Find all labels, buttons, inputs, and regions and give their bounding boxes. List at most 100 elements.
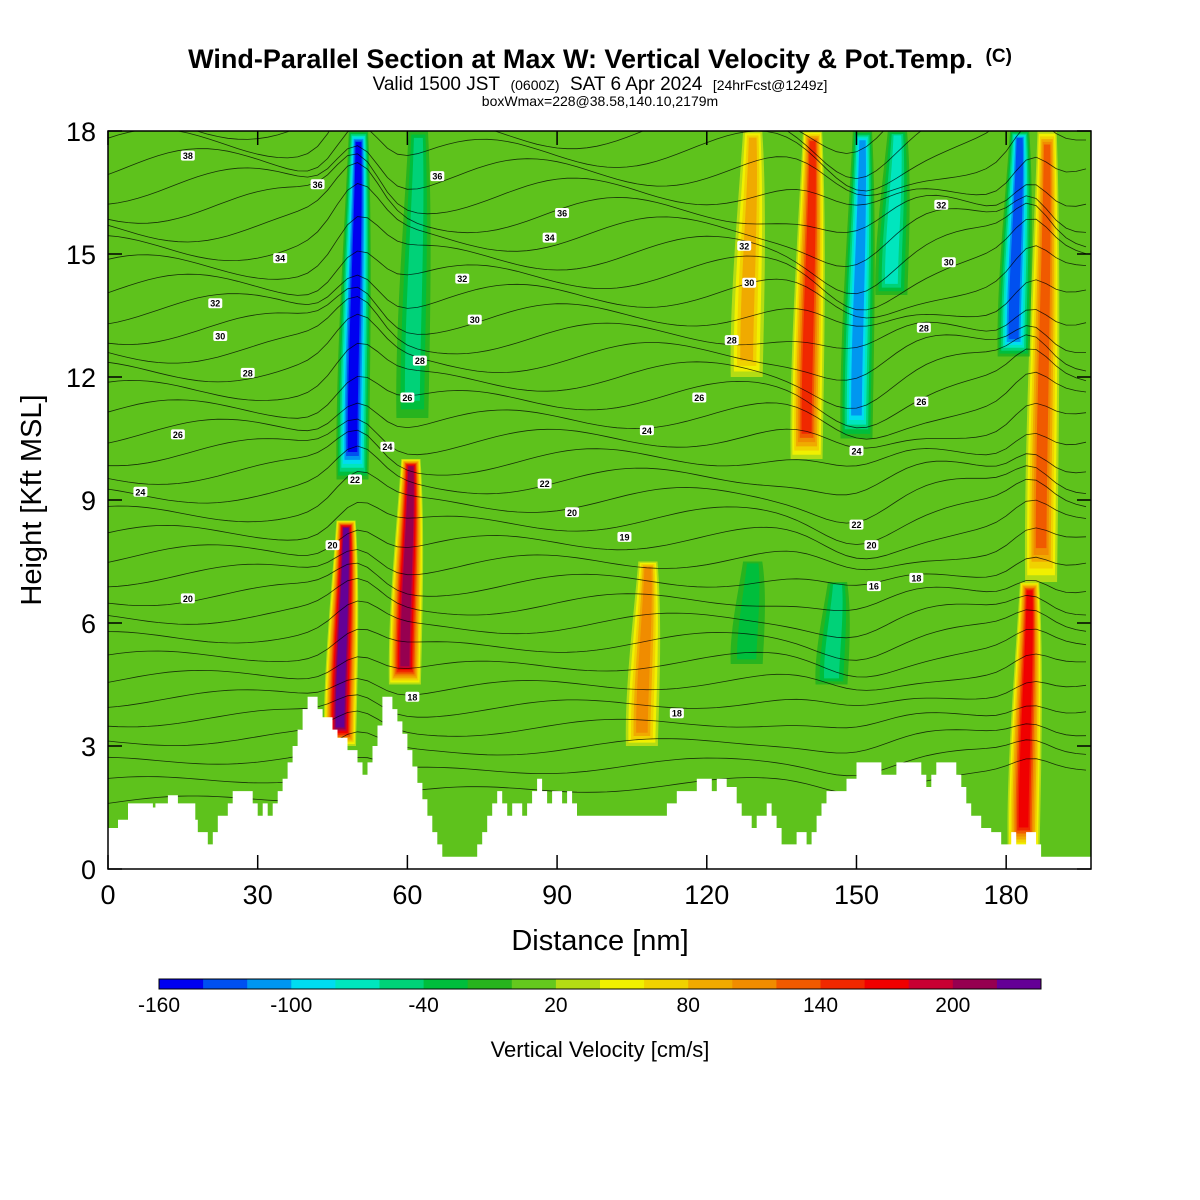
theta-contour-line (108, 653, 1086, 708)
theta-contour-line (108, 478, 1087, 545)
contour-label: 28 (916, 322, 931, 333)
colorbar-swatch (644, 979, 689, 989)
colorbar-swatch (159, 979, 204, 989)
theta-contour-line (108, 131, 922, 180)
svg-text:38: 38 (183, 151, 193, 161)
contour-label: 26 (692, 392, 707, 403)
theta-contour-line (108, 402, 1087, 467)
terrain-mask (108, 696, 1091, 869)
contour-label: 22 (347, 474, 362, 485)
velocity-band-5-7 (801, 141, 816, 434)
colorbar-swatch (379, 979, 425, 989)
contour-label: 20 (565, 507, 580, 518)
colorbar-tick-label: 140 (803, 994, 838, 1017)
theta-contour-line (108, 334, 1087, 409)
theta-contour-line (108, 723, 1087, 765)
contour-label: 24 (133, 486, 148, 497)
colorbar-swatch (864, 979, 910, 989)
svg-text:18: 18 (407, 692, 417, 702)
colorbar-swatch (820, 979, 866, 989)
theta-contour-line (108, 499, 1087, 563)
svg-text:18: 18 (911, 573, 921, 583)
colorbar-swatch (335, 979, 380, 989)
theta-contour-line (108, 131, 1086, 205)
contour-label: 20 (864, 540, 879, 551)
contour-label: 34 (542, 232, 557, 243)
plot-area: 38 36 36 36 34 34 32 32 32 32 30 30 30 30 28 28 28 28 26 26… (108, 131, 1091, 869)
svg-text:28: 28 (243, 368, 253, 378)
contour-label: 28 (724, 335, 739, 346)
colorbar-frame (158, 978, 1042, 990)
theta-contour-line (108, 429, 1087, 485)
y-tick-label: 12 (66, 363, 96, 393)
colorbar-tick-label: 200 (935, 994, 970, 1017)
velocity-band-13-2 (737, 563, 760, 660)
x-axis: 0 30 60 90 120 150 180 (100, 131, 1029, 910)
x-tick-label: 90 (542, 880, 572, 910)
contour-label: 36 (430, 171, 445, 182)
contour-label: 28 (412, 355, 427, 366)
theta-contour-line (108, 153, 1087, 224)
svg-text:20: 20 (567, 508, 577, 518)
y-tick-label: 3 (81, 732, 96, 762)
colorbar-tick-label: 20 (544, 994, 567, 1017)
chart-title: Wind-Parallel Section at Max W: Vertical… (188, 44, 1012, 74)
theta-contour-line (108, 445, 1087, 504)
colorbar-label: Vertical Velocity [cm/s] (491, 1037, 710, 1062)
svg-text:26: 26 (402, 393, 412, 403)
x-tick-label: 0 (100, 880, 115, 910)
velocity-band-7-6 (851, 140, 866, 416)
svg-text:24: 24 (851, 446, 861, 456)
chart-info-line: boxWmax=228@38.58,140.10,2179m (482, 93, 718, 109)
x-tick-label: 30 (243, 880, 273, 910)
colorbar-swatch (423, 979, 469, 989)
svg-text:32: 32 (936, 200, 946, 210)
contour-label: 36 (555, 208, 570, 219)
theta-contour-line (108, 609, 1087, 663)
theta-contours (108, 131, 1087, 804)
svg-text:22: 22 (350, 475, 360, 485)
contour-label: 24 (849, 445, 864, 456)
theta-contour-line (108, 594, 1087, 644)
colorbar-tick-label: 80 (677, 994, 700, 1017)
velocity-band-3-3 (404, 137, 424, 401)
theta-contour-line (108, 245, 1087, 325)
colorbar-swatch (555, 979, 601, 989)
x-axis-label: Distance [nm] (511, 925, 688, 957)
contour-label: 26 (400, 392, 415, 403)
theta-contour-line (108, 681, 1087, 728)
svg-text:24: 24 (382, 442, 392, 452)
contour-label: 28 (240, 367, 255, 378)
contour-label: 34 (273, 253, 288, 264)
colorbar-swatch (600, 979, 645, 989)
colorbar-swatch (996, 979, 1042, 989)
contour-label: 32 (934, 199, 949, 210)
colorbar: -160 -100 -40 20 80 140 200 (138, 978, 1042, 1017)
contour-label: 32 (208, 298, 223, 309)
contour-label: 30 (467, 314, 482, 325)
svg-text:34: 34 (275, 254, 285, 264)
contour-label: 32 (455, 273, 470, 284)
svg-text:36: 36 (432, 172, 442, 182)
svg-text:20: 20 (183, 594, 193, 604)
contour-label: 30 (213, 331, 228, 342)
svg-text:30: 30 (944, 258, 954, 268)
theta-contour-line (108, 202, 1087, 295)
theta-contour-line (108, 705, 1087, 747)
svg-text:32: 32 (739, 241, 749, 251)
svg-text:26: 26 (173, 430, 183, 440)
contour-label: 32 (737, 240, 752, 251)
svg-text:22: 22 (540, 479, 550, 489)
velocity-band-11-7 (1008, 137, 1023, 340)
theta-contour-line (108, 218, 1087, 311)
contour-label: 18 (669, 708, 684, 719)
theta-contour-line (108, 628, 1087, 683)
theta-contour-line (108, 183, 1087, 268)
svg-text:34: 34 (545, 233, 555, 243)
colorbar-swatch (688, 979, 733, 989)
svg-text:16: 16 (869, 582, 879, 592)
theta-contour-line (108, 371, 1087, 444)
contour-label: 38 (180, 150, 195, 161)
